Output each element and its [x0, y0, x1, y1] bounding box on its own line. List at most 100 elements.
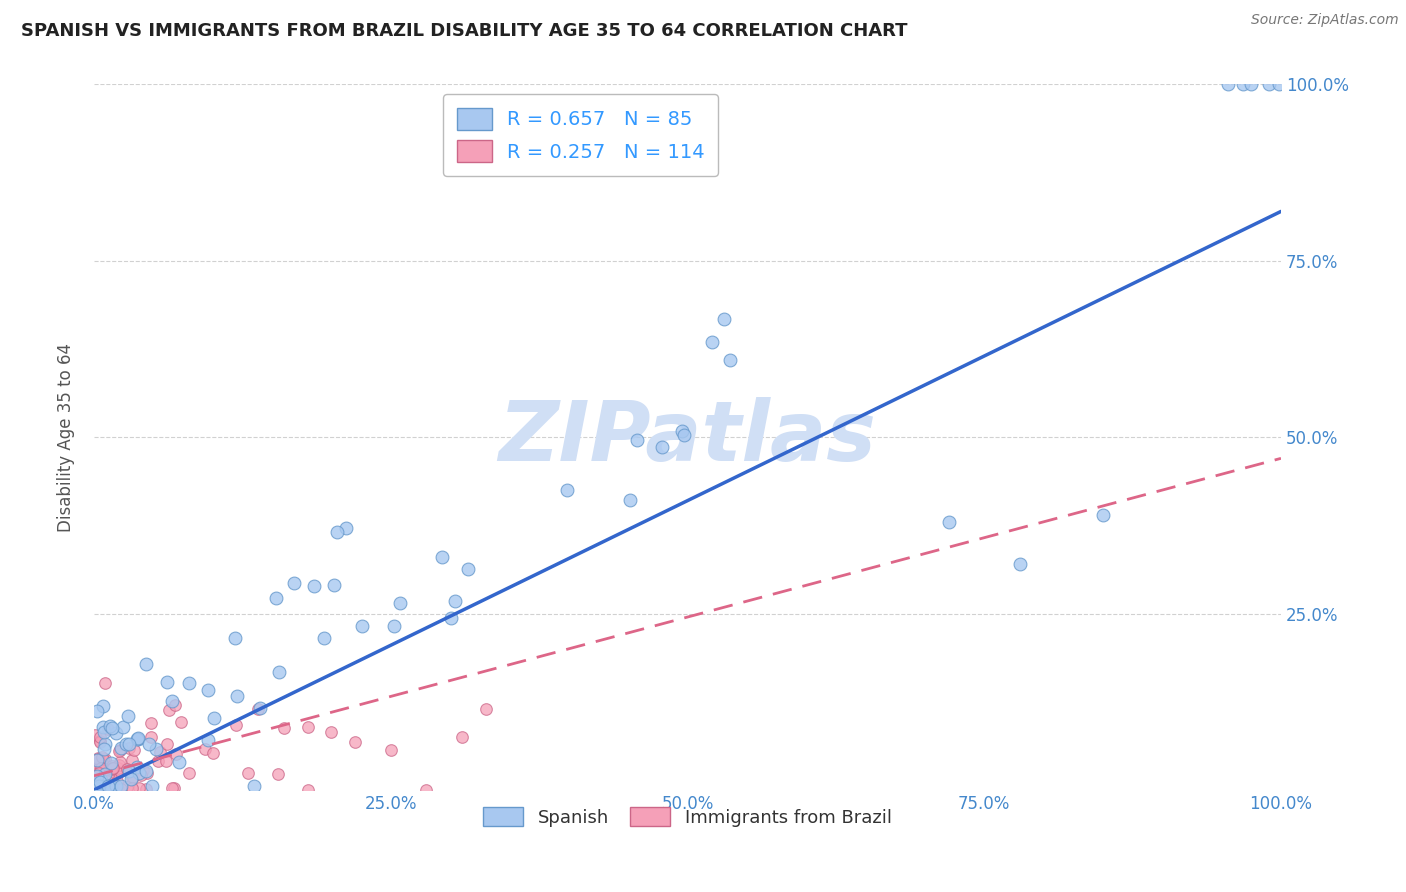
- Point: [91, 699, 114, 714]
- Point: [132, 763, 155, 777]
- Point: [115, 737, 138, 751]
- Point: [127, 731, 149, 745]
- Point: [432, 549, 454, 564]
- Legend: Spanish, Immigrants from Brazil: Spanish, Immigrants from Brazil: [477, 799, 898, 834]
- Point: [93, 724, 115, 739]
- Point: [194, 742, 217, 756]
- Point: [297, 783, 319, 797]
- Point: [297, 720, 319, 734]
- Point: [312, 631, 335, 645]
- Point: [177, 766, 200, 780]
- Point: [100, 756, 122, 771]
- Point: [91, 749, 114, 764]
- Point: [141, 780, 163, 794]
- Point: [91, 752, 114, 766]
- Point: [96, 774, 118, 789]
- Point: [86, 780, 108, 794]
- Point: [110, 780, 132, 794]
- Point: [474, 702, 496, 716]
- Point: [89, 780, 111, 795]
- Point: [156, 674, 179, 689]
- Point: [87, 779, 110, 793]
- Point: [169, 714, 191, 729]
- Point: [90, 773, 112, 788]
- Point: [249, 701, 271, 715]
- Point: [382, 618, 405, 632]
- Point: [110, 782, 132, 797]
- Point: [94, 782, 117, 797]
- Point: [90, 761, 112, 775]
- Point: [380, 743, 402, 757]
- Point: [86, 756, 108, 770]
- Point: [121, 754, 143, 768]
- Point: [135, 782, 157, 797]
- Point: [335, 521, 357, 535]
- Point: [651, 440, 673, 454]
- Point: [302, 579, 325, 593]
- Point: [101, 759, 124, 773]
- Point: [100, 780, 122, 794]
- Point: [155, 754, 177, 768]
- Point: [108, 742, 131, 756]
- Point: [87, 782, 110, 797]
- Point: [344, 735, 367, 749]
- Point: [1008, 557, 1031, 571]
- Point: [93, 752, 115, 766]
- Point: [84, 769, 107, 783]
- Point: [97, 766, 120, 780]
- Point: [672, 428, 695, 442]
- Text: Source: ZipAtlas.com: Source: ZipAtlas.com: [1251, 13, 1399, 28]
- Point: [94, 737, 117, 751]
- Point: [100, 772, 122, 786]
- Point: [103, 778, 125, 792]
- Y-axis label: Disability Age 35 to 64: Disability Age 35 to 64: [58, 343, 75, 532]
- Point: [89, 775, 111, 789]
- Point: [98, 780, 121, 795]
- Point: [84, 770, 107, 784]
- Point: [93, 766, 115, 780]
- Point: [162, 780, 184, 795]
- Point: [326, 524, 349, 539]
- Point: [84, 775, 107, 789]
- Point: [121, 780, 143, 795]
- Point: [93, 765, 115, 780]
- Point: [145, 742, 167, 756]
- Point: [162, 694, 184, 708]
- Point: [86, 780, 108, 794]
- Point: [388, 596, 411, 610]
- Point: [118, 740, 141, 755]
- Point: [111, 720, 134, 734]
- Point: [104, 780, 127, 794]
- Point: [94, 675, 117, 690]
- Point: [127, 732, 149, 747]
- Point: [84, 775, 107, 789]
- Point: [118, 737, 141, 751]
- Point: [87, 760, 110, 774]
- Point: [444, 593, 467, 607]
- Point: [91, 772, 114, 786]
- Point: [110, 741, 132, 756]
- Point: [264, 591, 287, 605]
- Point: [89, 733, 111, 747]
- Point: [87, 782, 110, 797]
- Point: [238, 765, 260, 780]
- Point: [439, 611, 461, 625]
- Point: [107, 774, 129, 789]
- Point: [135, 657, 157, 671]
- Point: [247, 702, 270, 716]
- Point: [93, 781, 115, 796]
- Point: [938, 515, 960, 529]
- Point: [1240, 78, 1263, 92]
- Point: [128, 780, 150, 795]
- Point: [167, 755, 190, 769]
- Point: [117, 762, 139, 776]
- Point: [197, 683, 219, 698]
- Point: [619, 492, 641, 507]
- Point: [283, 576, 305, 591]
- Point: [125, 731, 148, 746]
- Point: [93, 720, 115, 734]
- Point: [136, 765, 159, 780]
- Point: [101, 761, 124, 775]
- Text: SPANISH VS IMMIGRANTS FROM BRAZIL DISABILITY AGE 35 TO 64 CORRELATION CHART: SPANISH VS IMMIGRANTS FROM BRAZIL DISABI…: [21, 22, 908, 40]
- Point: [225, 718, 247, 732]
